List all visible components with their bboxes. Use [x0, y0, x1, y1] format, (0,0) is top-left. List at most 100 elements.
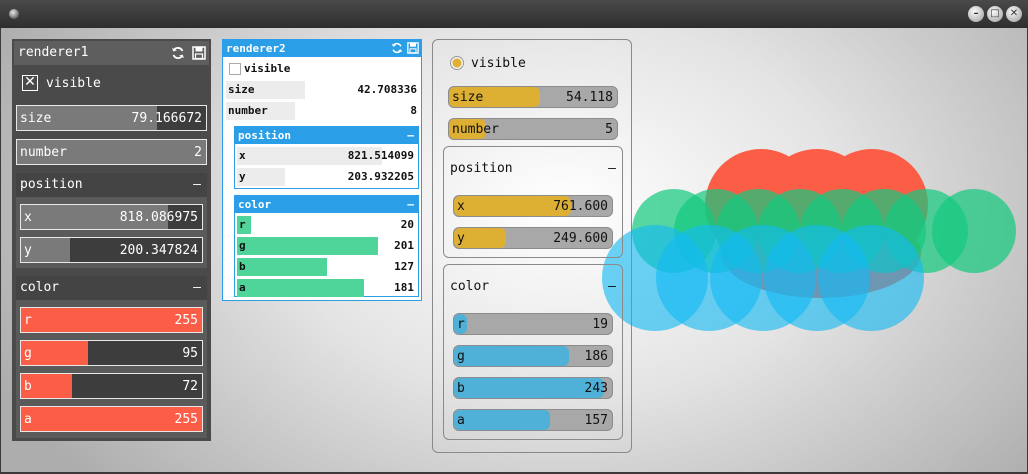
a-slider[interactable]: a 255 — [20, 406, 203, 432]
size-value: 79.166672 — [131, 111, 202, 126]
visible-radio[interactable] — [450, 56, 464, 70]
refresh-icon[interactable] — [171, 46, 185, 60]
size-value: 54.118 — [566, 90, 613, 105]
collapse-button[interactable]: – — [193, 177, 201, 192]
y-label: y — [457, 231, 465, 246]
a-label: a — [24, 412, 32, 427]
size-slider[interactable]: size 54.118 — [448, 86, 618, 108]
visible-label: visible — [244, 62, 291, 75]
slider-fill — [454, 346, 570, 366]
collapse-button[interactable]: – — [407, 129, 414, 142]
close-button[interactable]: ✕ — [1006, 6, 1022, 22]
renderer1-header[interactable]: renderer1 — [14, 41, 209, 65]
size-slider[interactable]: size 42.708336 — [226, 81, 419, 99]
minimize-button[interactable]: – — [968, 6, 984, 22]
b-slider[interactable]: b 127 — [237, 258, 416, 276]
size-label: size — [20, 111, 52, 126]
visible-checkbox[interactable] — [229, 63, 241, 75]
collapse-button[interactable]: – — [193, 280, 201, 295]
visible-label: visible — [46, 76, 101, 91]
position-group: position – x 761.600 y 249.600 — [443, 146, 623, 258]
y-slider[interactable]: y 249.600 — [453, 227, 613, 249]
b-value: 243 — [584, 381, 608, 396]
y-value: 249.600 — [553, 231, 608, 246]
position-group: position – x 818.086975 y 200.347824 — [16, 173, 207, 268]
a-value: 181 — [394, 281, 414, 294]
size-label: size — [452, 90, 484, 105]
refresh-icon[interactable] — [391, 42, 403, 54]
maximize-button[interactable]: □ — [987, 6, 1003, 22]
slider-fill — [449, 119, 486, 139]
r-value: 255 — [174, 313, 198, 328]
circle — [932, 189, 1016, 273]
a-slider[interactable]: a 181 — [237, 279, 416, 297]
b-label: b — [457, 381, 465, 396]
slider-fill — [454, 314, 467, 334]
checkmark-icon: ✕ — [24, 74, 36, 90]
a-slider[interactable]: a 157 — [453, 409, 613, 431]
slider-fill — [21, 238, 70, 262]
r-slider[interactable]: r 20 — [237, 216, 416, 234]
color-group-header[interactable]: color – — [235, 196, 418, 213]
slider-fill — [21, 308, 202, 332]
number-slider[interactable]: number 5 — [448, 118, 618, 140]
b-label: b — [24, 379, 32, 394]
g-slider[interactable]: g 186 — [453, 345, 613, 367]
a-value: 157 — [584, 413, 608, 428]
number-slider[interactable]: number 2 — [16, 139, 207, 165]
r-slider[interactable]: r 255 — [20, 307, 203, 333]
save-icon[interactable] — [192, 46, 206, 60]
group-title: color — [450, 279, 490, 294]
visible-toggle[interactable]: ✕ visible — [18, 71, 205, 97]
save-icon[interactable] — [407, 42, 419, 54]
number-value: 5 — [605, 122, 613, 137]
r-label: r — [24, 313, 32, 328]
collapse-button[interactable]: – — [608, 279, 616, 294]
slider-fill — [21, 205, 168, 229]
g-slider[interactable]: g 201 — [237, 237, 416, 255]
slider-fill — [21, 407, 202, 431]
position-group-header[interactable]: position – — [235, 127, 418, 144]
number-value: 8 — [410, 104, 417, 117]
r-value: 20 — [400, 218, 414, 231]
x-slider[interactable]: x 818.086975 — [20, 204, 203, 230]
y-slider[interactable]: y 203.932205 — [237, 168, 416, 186]
visible-label: visible — [471, 56, 526, 71]
b-slider[interactable]: b 243 — [453, 377, 613, 399]
renderer3-panel: visible size 54.118 number 5 position – … — [432, 39, 632, 453]
collapse-button[interactable]: – — [407, 198, 414, 211]
y-slider[interactable]: y 200.347824 — [20, 237, 203, 263]
circle — [818, 225, 924, 331]
slider-fill — [237, 258, 327, 276]
x-slider[interactable]: x 761.600 — [453, 195, 613, 217]
number-label: number — [452, 122, 499, 137]
b-slider[interactable]: b 72 — [20, 373, 203, 399]
title-bar[interactable]: – □ ✕ — [0, 0, 1028, 28]
size-label: size — [228, 83, 255, 96]
slider-fill — [237, 147, 382, 165]
app-icon — [9, 9, 19, 19]
g-value: 186 — [584, 349, 608, 364]
size-slider[interactable]: size 79.166672 — [16, 105, 207, 131]
x-slider[interactable]: x 821.514099 — [237, 147, 416, 165]
size-value: 42.708336 — [357, 83, 417, 96]
g-value: 95 — [182, 346, 198, 361]
b-value: 72 — [182, 379, 198, 394]
g-slider[interactable]: g 95 — [20, 340, 203, 366]
x-value: 818.086975 — [119, 210, 198, 225]
collapse-button[interactable]: – — [608, 161, 616, 176]
g-value: 201 — [394, 239, 414, 252]
renderer2-header[interactable]: renderer2 — [223, 40, 421, 57]
slider-fill — [454, 228, 507, 248]
visible-toggle[interactable]: visible — [226, 60, 419, 78]
r-slider[interactable]: r 19 — [453, 313, 613, 335]
color-group-header[interactable]: color – — [16, 276, 207, 300]
panel-title: renderer2 — [226, 42, 286, 55]
y-value: 200.347824 — [119, 243, 198, 258]
slider-fill — [17, 140, 206, 164]
position-group-header[interactable]: position – — [16, 173, 207, 197]
number-slider[interactable]: number 8 — [226, 102, 419, 120]
r-label: r — [457, 317, 465, 332]
visible-checkbox[interactable]: ✕ — [22, 74, 38, 91]
